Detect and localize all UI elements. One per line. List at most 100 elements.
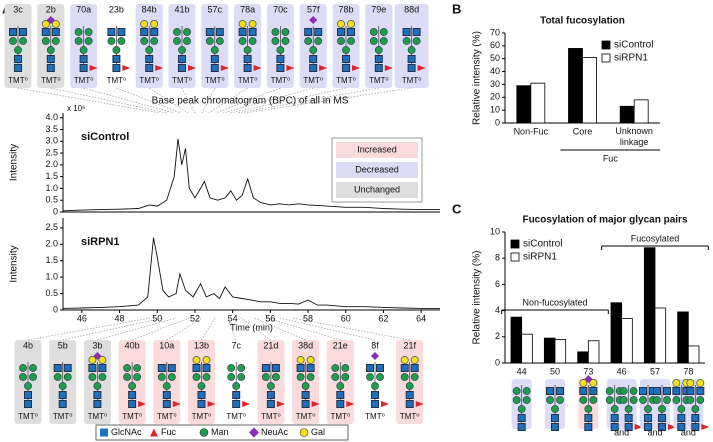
x-tick-label: 78 (683, 366, 693, 376)
y-tick-label: 8 (495, 253, 500, 263)
y-tick-label: 2.0 (45, 239, 58, 249)
residue (605, 396, 614, 404)
legend-swatch (601, 40, 611, 50)
y-tick-label: 2.5 (45, 222, 58, 232)
residue (261, 373, 270, 381)
residue (584, 405, 593, 413)
residue (512, 387, 521, 395)
y-tick-label: 1.0 (45, 272, 58, 282)
residue (117, 37, 126, 45)
x-tick-label: Non-Fuc (514, 126, 549, 136)
connector (240, 317, 272, 341)
tmt-label: TMT⁰ (330, 412, 350, 421)
glycan-label: 2b (46, 4, 56, 14)
glcnac (407, 55, 416, 63)
tmt-label: TMT⁰ (238, 76, 258, 85)
glycan: 2b TMT⁰ (37, 4, 65, 88)
y-tick-label: 0 (495, 357, 500, 367)
glycan (672, 379, 710, 431)
glcnac (248, 28, 257, 36)
bar (543, 337, 556, 364)
connector (227, 317, 237, 341)
glcnac (517, 423, 526, 431)
glcnac (243, 55, 252, 63)
connector (266, 317, 341, 341)
x-tick-label: 54 (228, 313, 238, 323)
glcnac (624, 423, 633, 431)
residue (53, 373, 62, 381)
glycan: 4b TMT⁰ (14, 340, 42, 424)
tmt-label: TMT⁰ (271, 76, 291, 85)
fuc (668, 424, 676, 430)
glcnac (162, 391, 171, 399)
legend-label: Decreased (355, 164, 399, 174)
glcnac (412, 28, 421, 36)
y-axis-title: Intensity (9, 144, 20, 181)
residue (379, 37, 388, 45)
residue (29, 373, 37, 381)
glycan-label: 70a (76, 4, 91, 14)
residue (133, 373, 141, 381)
residue (276, 46, 285, 54)
legend-label: Increased (357, 144, 397, 154)
glcnac (79, 64, 88, 72)
glcnac (301, 400, 310, 408)
legend-box (336, 162, 418, 178)
residue (304, 37, 313, 45)
panel-label: C (452, 201, 462, 216)
residue (410, 373, 419, 381)
residue (178, 46, 186, 54)
residue (133, 364, 141, 372)
glcnac (551, 423, 559, 431)
fuc (415, 401, 424, 407)
glcnac (63, 364, 72, 372)
residue (281, 28, 290, 36)
residue (237, 364, 246, 372)
glcnac (46, 55, 55, 63)
glycan: 8f TMT⁰ (365, 340, 389, 421)
legend-symbol (249, 427, 259, 438)
bar (554, 339, 567, 364)
glycan-label: 79e (371, 4, 386, 14)
x-tick-label: 73 (583, 366, 593, 376)
residue (128, 382, 136, 390)
glycan: 21f TMT⁰ (396, 340, 424, 424)
y-axis-title: Relative intensity (%) (472, 251, 483, 345)
residue (46, 46, 55, 54)
x-tick-label: 50 (152, 313, 162, 323)
glcnac (215, 28, 224, 36)
connector (116, 87, 182, 114)
glycan-label: 7c (231, 340, 241, 350)
residue (271, 373, 280, 381)
bar (687, 345, 700, 364)
y-tick-label: 70 (490, 27, 500, 37)
y-tick-label: 50 (490, 53, 500, 63)
residue (84, 37, 93, 45)
glcnac (238, 28, 247, 36)
fuc (352, 65, 360, 71)
x-tick-label: 46 (617, 366, 627, 376)
glcnac (192, 364, 201, 372)
chromatogram-line (62, 237, 440, 309)
residue (248, 20, 257, 28)
residue (266, 382, 275, 390)
glcnac (93, 400, 102, 408)
glcnac (271, 364, 280, 372)
residue (366, 373, 374, 381)
residue (663, 396, 671, 404)
residue (51, 20, 60, 28)
fuc (319, 65, 328, 71)
residue (41, 20, 50, 28)
glycan-label: 10a (159, 340, 174, 350)
x-tick-label: 57 (650, 366, 660, 376)
x-tick-label: 50 (550, 366, 560, 376)
residue (522, 387, 531, 395)
residue (369, 28, 378, 36)
glcnac (14, 64, 22, 72)
legend-symbol (100, 428, 108, 437)
glcnac (107, 28, 116, 36)
glcnac (342, 64, 350, 72)
residue (29, 364, 37, 372)
x-tick-label: 56 (265, 313, 275, 323)
series-label: siRPN1 (81, 236, 120, 248)
